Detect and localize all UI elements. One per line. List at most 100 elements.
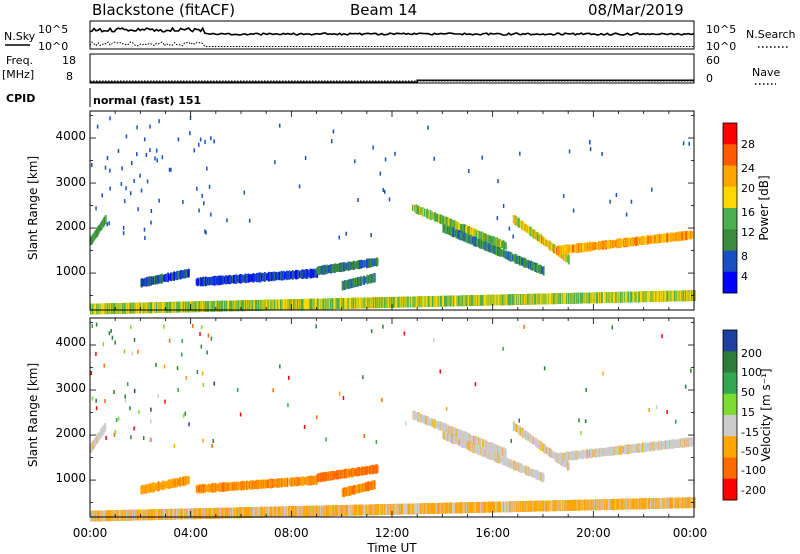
echo-segment <box>306 505 309 517</box>
scatter-pixel <box>200 325 203 330</box>
echo-segment <box>395 503 398 515</box>
echo-segment <box>520 294 522 305</box>
echo-segment <box>409 296 411 308</box>
echo-segment <box>344 298 347 309</box>
echo-segment <box>593 292 595 304</box>
scatter-pixel <box>188 422 190 427</box>
echo-segment <box>450 219 453 228</box>
echo-segment <box>174 271 177 280</box>
echo-segment <box>374 274 376 282</box>
echo-segment <box>467 226 469 234</box>
echo-segment <box>412 503 414 515</box>
echo-segment <box>664 290 667 302</box>
echo-segment <box>534 293 536 305</box>
echo-segment <box>433 296 436 307</box>
echo-segment <box>343 469 346 479</box>
echo-segment <box>466 233 469 244</box>
power-ytick-3000: 3000 <box>55 175 86 189</box>
echo-segment <box>113 303 116 314</box>
echo-segment <box>335 263 337 273</box>
echo-segment <box>402 503 405 515</box>
echo-segment <box>514 215 516 225</box>
echo-segment <box>390 503 393 515</box>
echo-segment <box>363 275 366 285</box>
echo-segment <box>432 296 434 307</box>
echo-segment <box>465 433 468 441</box>
echo-segment <box>323 265 326 274</box>
scatter-pixel <box>133 426 135 431</box>
echo-segment <box>472 435 475 445</box>
echo-segment <box>555 293 558 305</box>
echo-segment <box>248 507 251 518</box>
echo-segment <box>318 473 320 482</box>
echo-segment <box>264 272 267 282</box>
scatter-pixel <box>164 399 166 404</box>
echo-segment <box>354 468 356 477</box>
echo-segment <box>480 438 482 448</box>
echo-segment <box>370 297 372 309</box>
echo-segment <box>304 298 307 310</box>
echo-segment <box>147 484 150 493</box>
echo-segment <box>459 429 462 439</box>
echo-segment <box>221 277 224 284</box>
scatter-pixel <box>189 116 192 121</box>
echo-segment <box>528 433 530 442</box>
echo-segment <box>691 231 694 238</box>
power-colorbar-frame <box>722 122 738 294</box>
echo-segment <box>308 505 311 517</box>
echo-segment <box>602 240 605 250</box>
echo-segment <box>654 235 657 243</box>
scatter-pixel <box>690 368 692 373</box>
scatter-pixel <box>205 230 207 235</box>
echo-segment <box>297 270 300 279</box>
scatter-pixel <box>105 435 107 440</box>
scatter-pixel <box>201 193 203 198</box>
echo-segment <box>561 245 563 255</box>
echo-segment <box>669 290 672 302</box>
echo-segment <box>333 505 335 517</box>
scatter-pixel <box>117 148 120 153</box>
echo-segment <box>667 439 670 450</box>
echo-segment <box>485 234 488 242</box>
echo-segment <box>431 212 434 220</box>
echo-segment <box>399 503 401 515</box>
echo-segment <box>556 293 559 305</box>
echo-segment <box>414 296 416 308</box>
echo-segment <box>633 291 635 303</box>
echo-segment <box>358 468 361 475</box>
echo-segment <box>367 504 370 516</box>
echo-segment <box>157 275 160 284</box>
echo-segment <box>384 504 387 515</box>
echo-segment <box>517 294 520 305</box>
power-cb-tick-8: 8 <box>741 250 748 263</box>
echo-segment <box>690 438 692 446</box>
echo-segment <box>220 300 223 312</box>
echo-segment <box>169 479 171 489</box>
echo-segment <box>253 300 255 311</box>
echo-segment <box>234 300 237 312</box>
freq-panel: Freq. [MHz] 18 8 60 0 Nave <box>2 53 780 85</box>
freq-label: Freq. <box>6 54 33 67</box>
echo-segment <box>171 301 174 313</box>
scatter-pixel <box>403 331 406 336</box>
colorbar-swatch <box>723 144 737 166</box>
echo-segment <box>164 509 166 520</box>
scatter-pixel <box>142 436 145 441</box>
echo-segment <box>197 278 200 286</box>
echo-segment <box>177 301 179 313</box>
echo-segment <box>366 260 369 267</box>
echo-segment <box>158 482 161 491</box>
scatter-pixel <box>144 235 146 240</box>
echo-segment <box>319 298 322 310</box>
echo-segment <box>300 505 303 517</box>
echo-segment <box>564 452 566 461</box>
echo-segment <box>241 481 244 490</box>
echo-segment <box>449 433 452 443</box>
echo-segment <box>200 484 203 493</box>
echo-segment <box>536 293 539 305</box>
nsky-trace <box>89 26 695 36</box>
echo-segment <box>242 507 244 519</box>
scatter-pixel <box>332 129 335 134</box>
echo-segment <box>246 507 249 519</box>
echo-segment <box>500 456 502 463</box>
